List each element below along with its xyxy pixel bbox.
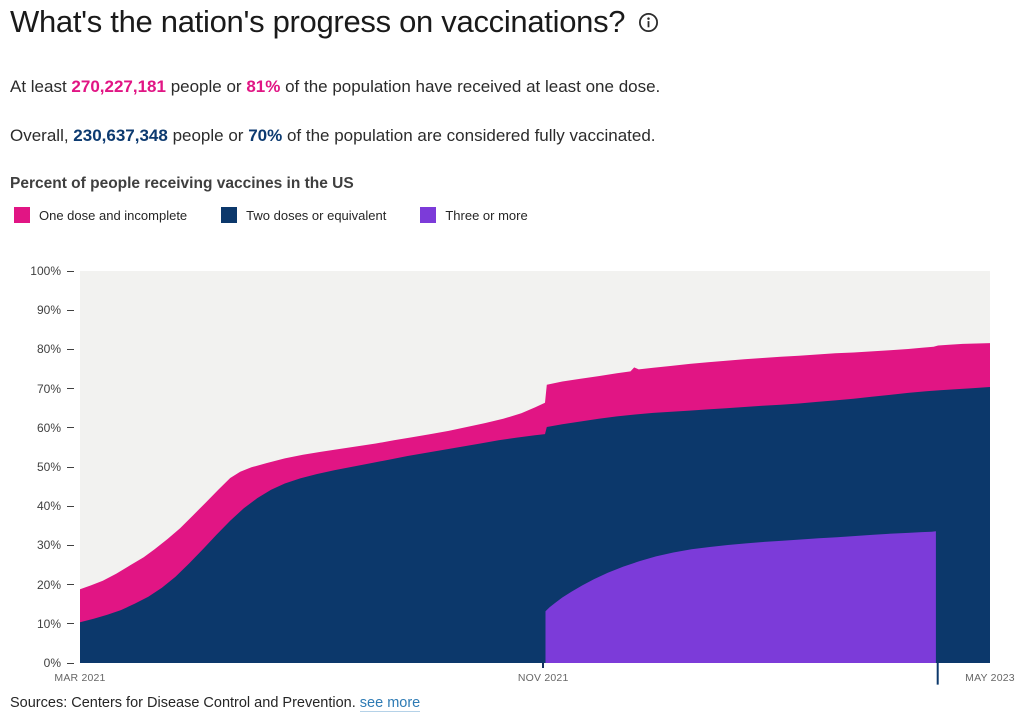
y-axis-tick-mark — [67, 505, 74, 507]
vaccination-area-chart — [80, 343, 990, 685]
y-axis-tick: 20% — [37, 577, 74, 593]
y-axis-tick: 100% — [30, 263, 74, 279]
y-axis-tick: 60% — [37, 420, 74, 436]
legend-label: Two doses or equivalent — [246, 207, 387, 223]
fully-vaccinated-count: 230,637,348 — [73, 126, 168, 145]
y-axis-tick-mark — [67, 466, 74, 468]
y-axis-tick: 40% — [37, 498, 74, 514]
y-axis-tick: 90% — [37, 302, 74, 318]
chart-heading: Percent of people receiving vaccines in … — [10, 175, 354, 192]
y-axis-tick-label: 10% — [36, 616, 61, 631]
legend-item-two-doses: Two doses or equivalent — [221, 207, 386, 223]
y-axis-tick-label: 0% — [43, 656, 61, 670]
fully-vaccinated-percent: 70% — [248, 126, 283, 145]
see-more-link[interactable]: see more — [359, 695, 421, 712]
x-axis-label: MAY 2023 — [965, 672, 1015, 684]
y-axis-tick: 30% — [37, 537, 74, 553]
y-axis-tick: 80% — [37, 341, 74, 357]
y-axis-tick-mark — [67, 348, 74, 350]
y-axis-tick-label: 100% — [30, 264, 61, 278]
y-axis-tick-mark — [67, 623, 74, 625]
y-axis-tick-label: 90% — [36, 303, 61, 318]
legend-label: Three or more — [445, 207, 528, 223]
info-button[interactable] — [638, 12, 659, 33]
y-axis-tick-label: 30% — [36, 538, 61, 553]
area-three-or-more — [545, 531, 936, 663]
summary-suffix: of the population are considered fully v… — [282, 126, 656, 145]
one-dose-summary: At least 270,227,181 people or 81% of th… — [10, 77, 660, 97]
y-axis-tick-label: 80% — [36, 342, 61, 357]
y-axis-tick-mark — [67, 544, 74, 546]
y-axis-tick-label: 20% — [36, 577, 61, 592]
source-line: Sources: Centers for Disease Control and… — [10, 695, 421, 712]
y-axis-tick-label: 70% — [36, 381, 61, 396]
page-title: What's the nation's progress on vaccinat… — [10, 4, 659, 40]
y-axis-tick-mark — [67, 584, 74, 586]
y-axis-tick: 0% — [44, 655, 74, 671]
summary-mid: people or — [165, 77, 247, 96]
source-text: Sources: Centers for Disease Control and… — [10, 695, 356, 711]
legend-item-one-dose: One dose and incomplete — [14, 207, 187, 223]
summary-mid: people or — [167, 126, 249, 145]
summary-prefix: Overall, — [10, 126, 74, 145]
y-axis-tick: 50% — [37, 459, 74, 475]
y-axis-tick-label: 50% — [36, 460, 61, 474]
x-axis: MAR 2021 NOV 2021 MAY 2023 — [54, 663, 1015, 684]
summary-prefix: At least — [10, 77, 72, 96]
y-axis-tick-label: 60% — [36, 420, 61, 435]
y-axis-tick-mark — [67, 309, 74, 311]
y-axis-tick-mark — [67, 388, 74, 390]
y-axis-tick-label: 40% — [36, 499, 61, 514]
legend-swatch — [221, 207, 238, 223]
x-axis-label: NOV 2021 — [517, 672, 569, 684]
y-axis-tick-mark — [67, 662, 74, 664]
info-icon — [639, 12, 659, 32]
y-axis-tick-mark — [67, 427, 74, 429]
y-axis: 100% 90% 80% 70% 60% 50% 40% 30% 20% 10% 0% — [0, 264, 77, 670]
page-title-text: What's the nation's progress on vaccinat… — [10, 4, 626, 39]
summary-suffix: of the population have received at least… — [280, 77, 661, 96]
y-axis-tick: 70% — [37, 381, 74, 397]
chart-legend: One dose and incomplete Two doses or equ… — [14, 207, 528, 223]
one-dose-percent: 81% — [246, 77, 281, 96]
one-dose-count: 270,227,181 — [71, 77, 166, 96]
y-axis-tick-mark — [67, 270, 74, 272]
legend-swatch — [14, 207, 30, 223]
fully-vaccinated-summary: Overall, 230,637,348 people or 70% of th… — [10, 126, 656, 146]
x-axis-label: MAR 2021 — [54, 672, 106, 684]
y-axis-tick: 10% — [37, 616, 74, 632]
x-axis-tick — [542, 663, 545, 668]
legend-label: One dose and incomplete — [39, 207, 188, 223]
legend-swatch — [420, 207, 437, 223]
legend-item-three-or-more: Three or more — [420, 207, 528, 223]
